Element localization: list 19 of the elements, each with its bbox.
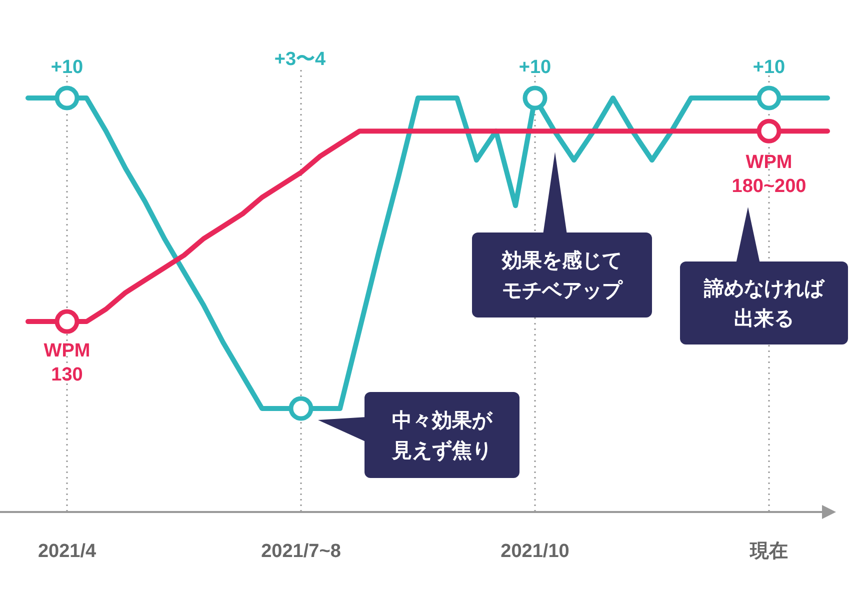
point <box>54 86 80 110</box>
annotation: 諦めなければ出来る <box>703 277 825 330</box>
x-tick-label: 2021/4 <box>38 541 96 562</box>
point <box>54 309 80 334</box>
annotation: 中々効果が見えず焦り <box>391 409 493 462</box>
point <box>756 86 782 110</box>
point <box>288 396 314 421</box>
annotation: +10 <box>752 56 786 78</box>
annotation: 効果を感じてモチベアップ <box>501 249 623 302</box>
text: +3〜4 <box>274 48 326 70</box>
annotation: WPM 130 <box>44 340 90 386</box>
point <box>756 118 782 144</box>
x-tick-label: 2021/7~8 <box>261 541 341 562</box>
point <box>522 86 548 110</box>
x-tick-label: 現在 <box>749 541 788 562</box>
annotation: +10 <box>518 56 552 78</box>
annotation: WPM 180~200 <box>732 152 806 197</box>
x-tick-label: 2021/10 <box>500 541 570 562</box>
annotation: +10 <box>50 56 84 78</box>
